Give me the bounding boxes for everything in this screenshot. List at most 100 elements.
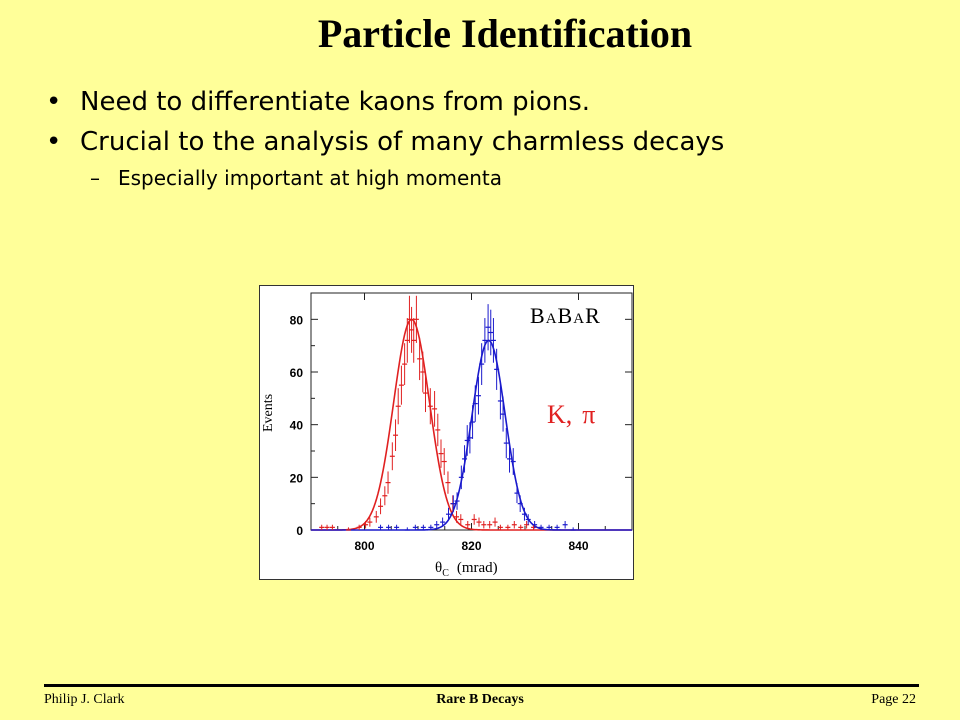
- x-axis-label: θC (mrad): [435, 560, 498, 579]
- footer-divider: [44, 684, 919, 687]
- y-tick-label: 60: [290, 366, 304, 380]
- pion-data-point: [472, 385, 478, 422]
- pion-data-point: [440, 517, 446, 527]
- pion-data-point: [482, 318, 488, 363]
- pion-data-point: [475, 376, 481, 415]
- pion-data-point: [464, 425, 470, 456]
- y-tick-labels: 0 20 40 60 80: [290, 313, 304, 538]
- sub-bullet-item: – Especially important at high momenta: [90, 166, 502, 190]
- kaon-data-point: [492, 517, 498, 527]
- pion-data-point: [485, 304, 491, 351]
- kaon-data-point: [427, 388, 433, 425]
- babar-logo-letter: A: [573, 311, 585, 327]
- y-tick-label: 40: [290, 419, 304, 433]
- y-tick-label: 20: [290, 471, 304, 485]
- babar-logo-text: BABAR: [530, 303, 601, 328]
- kaon-data-point: [389, 442, 395, 471]
- babar-logo-letter: A: [546, 311, 558, 327]
- y-tick-label: 80: [290, 313, 304, 327]
- pion-data-point: [386, 524, 392, 530]
- pion-label: π: [582, 400, 595, 429]
- pion-data-point: [510, 448, 516, 475]
- sub-bullet-text: Especially important at high momenta: [118, 166, 503, 190]
- bullet-item: Need to differentiate kaons from pions.: [44, 84, 724, 124]
- kaon-data-point: [432, 391, 438, 427]
- pion-data-point: [503, 427, 509, 459]
- pion-data-point: [445, 507, 451, 521]
- footer-author: Philip J. Clark: [44, 692, 125, 707]
- pion-data-point: [525, 514, 531, 525]
- pion-data-point: [490, 318, 496, 363]
- x-tick-labels: 800 820 840: [354, 539, 588, 553]
- pion-data-point: [497, 382, 503, 420]
- pion-fit-curve: [311, 339, 632, 531]
- y-tick-label: 0: [296, 524, 303, 538]
- babar-logo-letter: B: [530, 303, 546, 328]
- kaon-data-point: [518, 524, 524, 530]
- kaon-data-point: [393, 419, 399, 451]
- pion-data-point: [488, 309, 494, 356]
- x-axis-symbol: θ: [435, 560, 442, 576]
- kaon-data-point: [497, 524, 503, 530]
- kaon-label: K: [547, 400, 566, 429]
- pion-data-point: [570, 527, 576, 531]
- fit-curves: [311, 318, 632, 531]
- kaon-data-point: [438, 439, 444, 468]
- kaon-data-point: [411, 318, 417, 363]
- kaon-data-point: [378, 498, 384, 515]
- slide-title: Particle Identification: [317, 11, 693, 56]
- babar-logo: BABAR: [530, 303, 601, 328]
- kaon-data-point: [398, 365, 404, 405]
- pion-data-point: [428, 524, 434, 530]
- dash-icon: –: [90, 166, 100, 190]
- kaon-data-point: [420, 351, 426, 393]
- kaon-data-point: [413, 295, 419, 343]
- pion-data-point: [500, 396, 506, 432]
- kaon-data-point: [329, 524, 335, 530]
- kaon-data-point: [511, 521, 517, 529]
- pion-data-point: [517, 495, 523, 512]
- pion-data-point: [538, 524, 544, 530]
- kaon-data-point: [385, 471, 391, 494]
- pion-data-point: [479, 343, 485, 386]
- separator-label: ,: [566, 400, 573, 429]
- x-tick-label: 800: [354, 539, 374, 553]
- kaon-data-point: [373, 510, 379, 523]
- kaon-data-point: [417, 337, 423, 381]
- kaon-data-point: [458, 514, 464, 525]
- pion-data-point: [462, 445, 468, 473]
- pion-data-point: [450, 495, 456, 512]
- kaon-data-point: [422, 374, 428, 413]
- y-axis-label: Events: [261, 394, 276, 432]
- pion-data-point: [467, 422, 473, 454]
- kaon-data-point: [471, 514, 477, 525]
- pion-data-point: [554, 524, 560, 530]
- pion-data-point: [470, 405, 476, 439]
- kaon-data-point: [382, 486, 388, 506]
- kaon-data-point: [487, 521, 493, 529]
- pion-data-point: [521, 507, 527, 521]
- pion-data-point: [562, 521, 568, 529]
- babar-logo-letter: R: [585, 303, 601, 328]
- pion-data-point: [546, 524, 552, 530]
- pion-data-point: [494, 348, 500, 390]
- kaon-data-point: [402, 343, 408, 386]
- pion-data-point: [378, 524, 384, 530]
- data-points: [319, 295, 576, 531]
- babar-logo-letter: B: [558, 303, 574, 328]
- kaon-data-point: [324, 524, 330, 530]
- pion-data-point: [394, 524, 400, 530]
- kaon-data-point: [476, 517, 482, 527]
- kaon-data-point: [363, 521, 369, 529]
- kaon-data-point: [356, 524, 362, 530]
- pion-data-point: [412, 524, 418, 530]
- footer-talk-title: Rare B Decays: [436, 692, 524, 707]
- kaon-data-point: [505, 524, 511, 530]
- kaon-data-point: [395, 388, 401, 425]
- bullet-item: Crucial to the analysis of many charmles…: [44, 124, 724, 164]
- pion-data-point: [404, 527, 410, 531]
- pion-data-point: [434, 521, 440, 529]
- kaon-data-point: [481, 521, 487, 529]
- pion-data-point: [420, 524, 426, 530]
